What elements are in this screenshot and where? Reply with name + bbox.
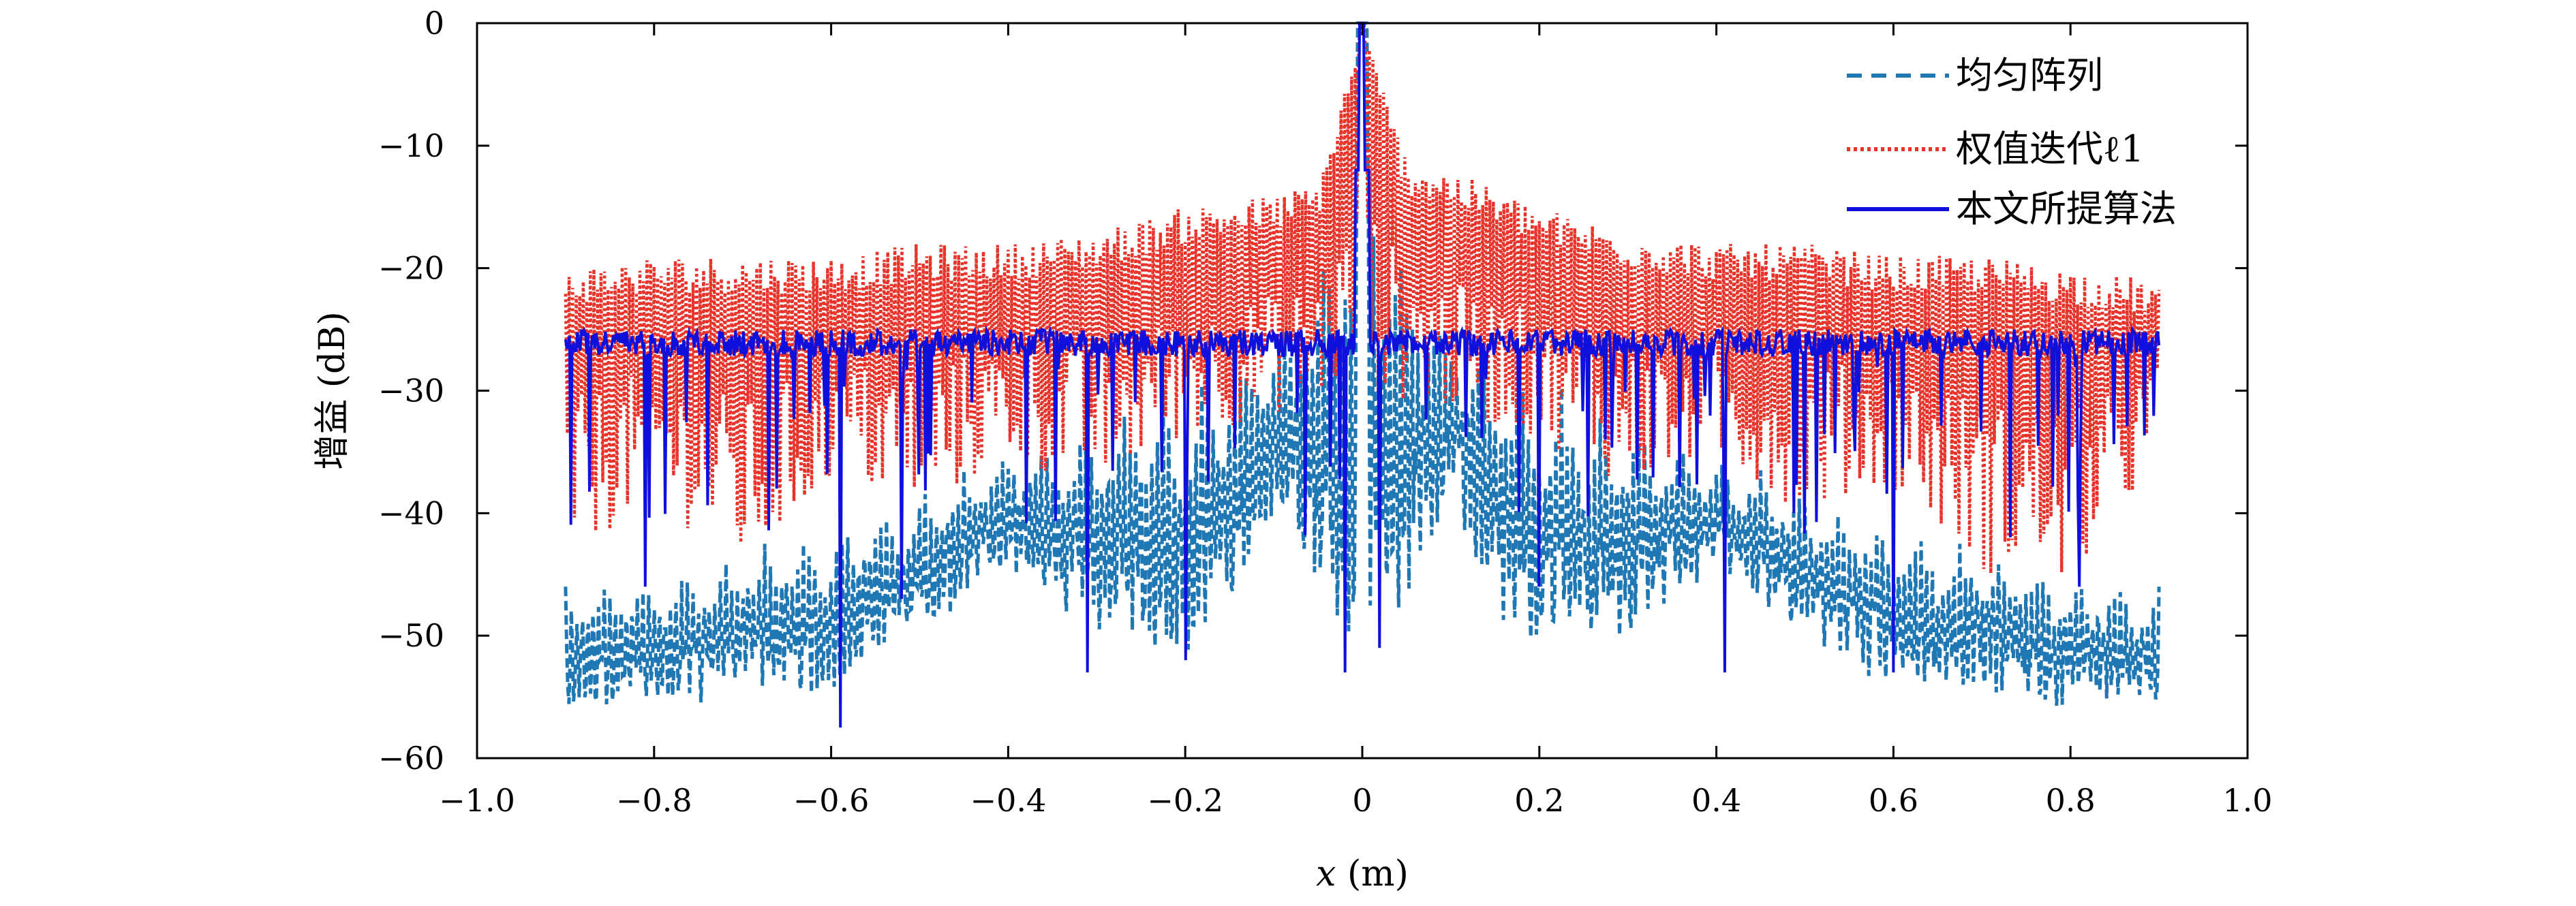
- x-tick-label: 1.0: [2222, 782, 2272, 819]
- legend-label: 本文所提算法: [1956, 187, 2177, 230]
- legend-label: 权值迭代ℓ1: [1956, 127, 2144, 170]
- y-tick-label: −40: [378, 495, 444, 531]
- y-tick-label: 0: [425, 5, 444, 42]
- x-tick-label: 0.4: [1691, 782, 1741, 819]
- x-tick-labels: −1.0 −0.8 −0.6 −0.4 −0.2 0 0.2 0.4 0.6 0.8 1.0: [439, 782, 2272, 819]
- x-axis-label-var: x: [1316, 854, 1336, 894]
- y-tick-label: −50: [378, 617, 444, 654]
- x-tick-label: −0.2: [1147, 782, 1223, 819]
- x-tick-label: −0.8: [616, 782, 692, 819]
- x-tick-label: −1.0: [439, 782, 515, 819]
- y-tick-label: −10: [378, 127, 444, 164]
- y-tick-label: −60: [378, 740, 444, 777]
- x-axis-label: x (m): [1316, 854, 1409, 894]
- x-axis-label-unit: (m): [1336, 854, 1408, 894]
- y-axis-label-text: 增益: [312, 399, 353, 470]
- x-tick-label: 0: [1352, 782, 1372, 819]
- x-tick-label: 0.6: [1869, 782, 1918, 819]
- y-tick-label: −30: [378, 373, 444, 409]
- x-tick-label: 0.2: [1514, 782, 1564, 819]
- x-tick-label: −0.6: [793, 782, 870, 819]
- y-tick-label: −20: [378, 250, 444, 287]
- y-axis-label: 增益 (dB): [312, 311, 353, 470]
- axis-ticks: [476, 22, 2249, 760]
- legend-label: 均匀阵列: [1956, 54, 2103, 97]
- x-tick-label: 0.8: [2046, 782, 2096, 819]
- y-axis-label-unit: (dB): [312, 311, 353, 399]
- y-tick-labels: 0 −10 −20 −30 −40 −50 −60: [378, 5, 444, 777]
- x-tick-label: −0.4: [970, 782, 1047, 819]
